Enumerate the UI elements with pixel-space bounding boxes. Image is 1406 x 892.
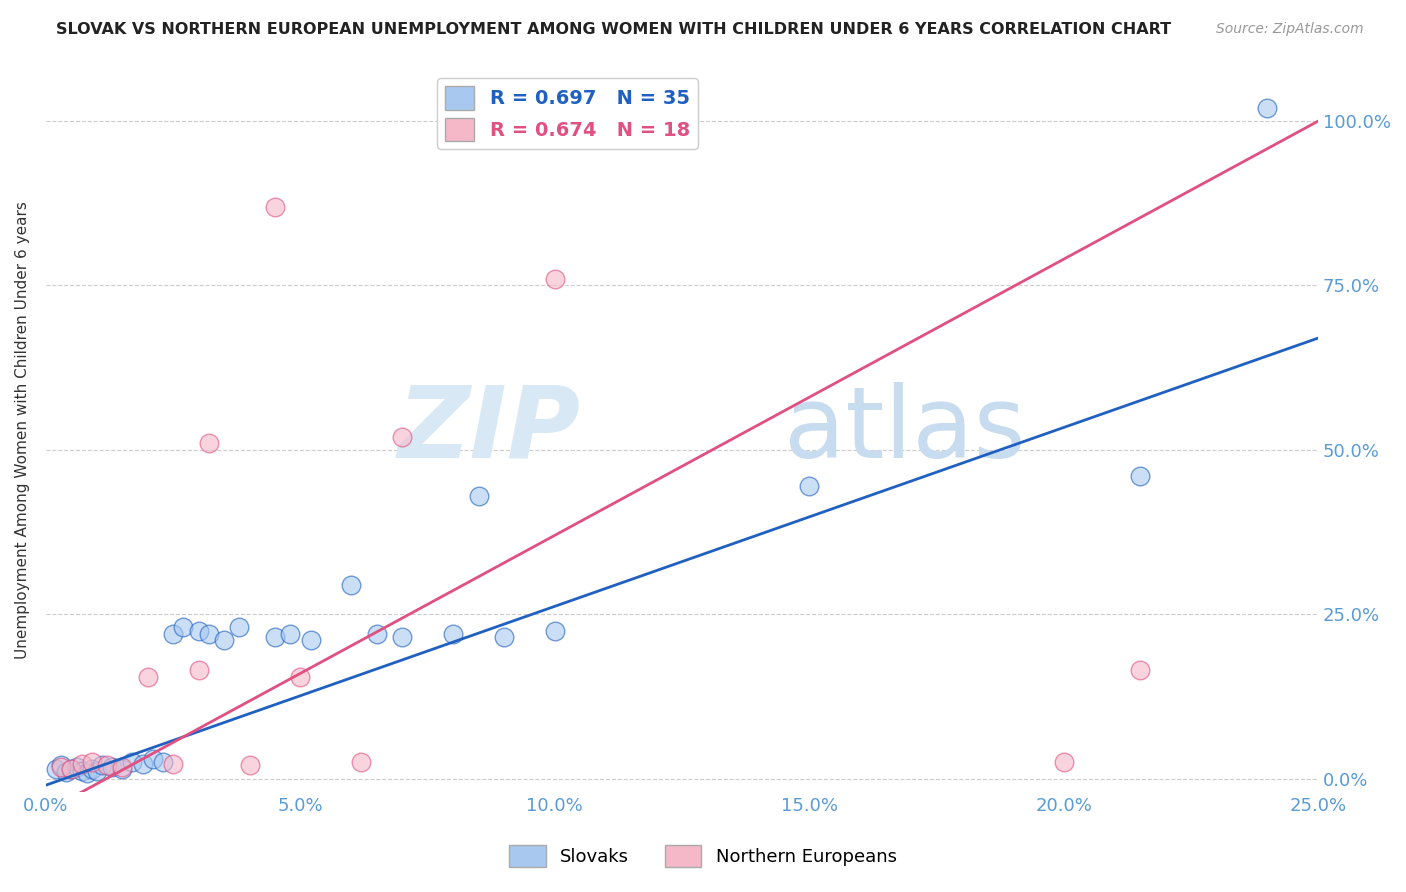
- Point: [441, 627, 464, 641]
- Point: [228, 620, 250, 634]
- Y-axis label: Unemployment Among Women with Children Under 6 years: Unemployment Among Women with Children U…: [15, 202, 30, 659]
- Point: [60, 762, 83, 776]
- Point: [290, 670, 312, 684]
- Point: [198, 627, 221, 641]
- Point: [187, 624, 209, 638]
- Point: [212, 633, 235, 648]
- Point: [86, 764, 108, 778]
- Point: [80, 755, 103, 769]
- Point: [340, 577, 363, 591]
- Text: SLOVAK VS NORTHERN EUROPEAN UNEMPLOYMENT AMONG WOMEN WITH CHILDREN UNDER 6 YEARS: SLOVAK VS NORTHERN EUROPEAN UNEMPLOYMENT…: [56, 22, 1171, 37]
- Point: [198, 436, 221, 450]
- Point: [172, 620, 194, 634]
- Point: [799, 479, 821, 493]
- Legend: Slovaks, Northern Europeans: Slovaks, Northern Europeans: [502, 838, 904, 874]
- Point: [65, 760, 87, 774]
- Point: [51, 758, 73, 772]
- Point: [152, 755, 174, 769]
- Text: Source: ZipAtlas.com: Source: ZipAtlas.com: [1216, 22, 1364, 37]
- Point: [492, 630, 515, 644]
- Point: [131, 757, 153, 772]
- Point: [121, 755, 143, 769]
- Point: [51, 760, 73, 774]
- Point: [391, 630, 413, 644]
- Point: [467, 489, 489, 503]
- Point: [136, 670, 159, 684]
- Point: [1053, 755, 1076, 769]
- Point: [366, 627, 388, 641]
- Point: [264, 200, 287, 214]
- Point: [238, 758, 260, 772]
- Point: [142, 752, 165, 766]
- Point: [299, 633, 322, 648]
- Point: [1129, 469, 1152, 483]
- Point: [96, 758, 118, 772]
- Point: [70, 757, 93, 772]
- Point: [101, 760, 124, 774]
- Point: [111, 762, 134, 776]
- Point: [80, 762, 103, 776]
- Legend: R = 0.697   N = 35, R = 0.674   N = 18: R = 0.697 N = 35, R = 0.674 N = 18: [437, 78, 697, 149]
- Point: [350, 755, 373, 769]
- Point: [70, 764, 93, 778]
- Point: [187, 663, 209, 677]
- Point: [544, 272, 567, 286]
- Point: [162, 757, 184, 772]
- Point: [45, 762, 67, 776]
- Point: [278, 627, 301, 641]
- Point: [391, 430, 413, 444]
- Point: [60, 762, 83, 776]
- Point: [76, 766, 98, 780]
- Point: [1256, 101, 1278, 115]
- Point: [162, 627, 184, 641]
- Text: ZIP: ZIP: [398, 382, 581, 479]
- Point: [264, 630, 287, 644]
- Point: [111, 760, 134, 774]
- Point: [544, 624, 567, 638]
- Text: atlas: atlas: [783, 382, 1025, 479]
- Point: [55, 764, 77, 779]
- Point: [91, 758, 114, 772]
- Point: [1129, 663, 1152, 677]
